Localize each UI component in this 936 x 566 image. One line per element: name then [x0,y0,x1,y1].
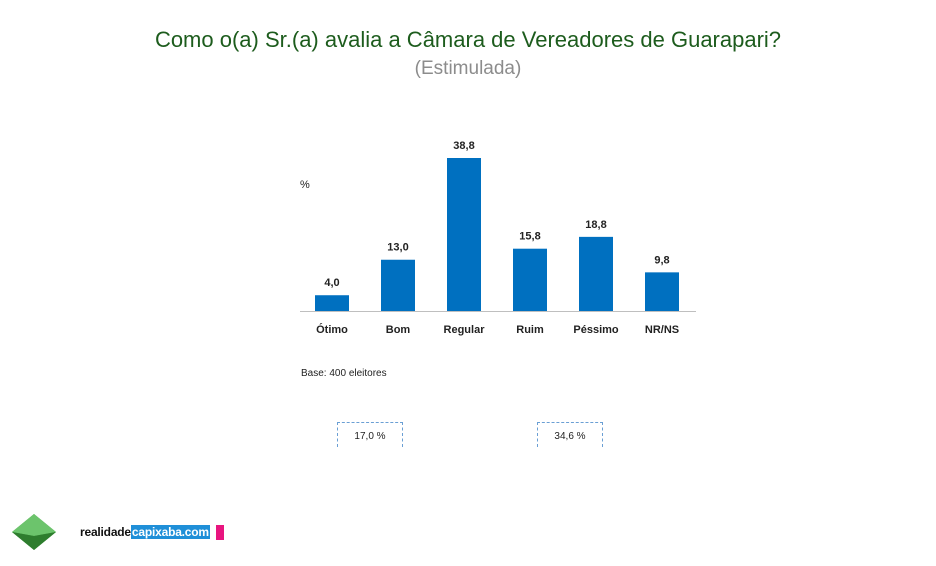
negative-total-label: 34,6 % [554,431,586,442]
bar-5 [645,272,679,311]
x-tick-label-0: Ótimo [316,323,348,336]
bar-3 [513,248,547,311]
data-label-4: 18,8 [585,219,606,231]
x-tick-label-5: NR/NS [645,324,679,336]
data-label-3: 15,8 [519,231,540,243]
chart-subtitle: (Estimulada) [414,58,522,79]
bar-1 [381,259,415,311]
brand-highlight: capixaba.com [130,525,210,539]
data-label-5: 9,8 [654,254,669,266]
brand-logo-icon [12,514,56,550]
x-tick-label-3: Ruim [516,324,544,336]
chart-title: Como o(a) Sr.(a) avalia a Câmara de Vere… [154,27,782,52]
base-note: Base: 400 eleitores [301,368,387,379]
data-label-2: 38,8 [453,140,474,152]
x-tick-label-1: Bom [386,324,411,336]
brand-prefix: realidade [80,525,131,539]
negative-total-bracket: 34,6 % [537,422,603,447]
brand-accent-bar [216,525,224,540]
brand-wordmark: realidadecapixaba.com [80,525,210,539]
positive-total-bracket: 17,0 % [337,422,403,447]
bar-4 [579,236,613,311]
bar-2 [447,158,481,311]
x-tick-label-4: Péssimo [573,324,619,336]
data-label-1: 13,0 [387,242,408,254]
x-tick-label-2: Regular [444,324,486,336]
y-axis-label: % [300,179,310,191]
positive-total-label: 17,0 % [354,431,386,442]
bar-0 [315,295,349,311]
data-label-0: 4,0 [324,277,339,289]
